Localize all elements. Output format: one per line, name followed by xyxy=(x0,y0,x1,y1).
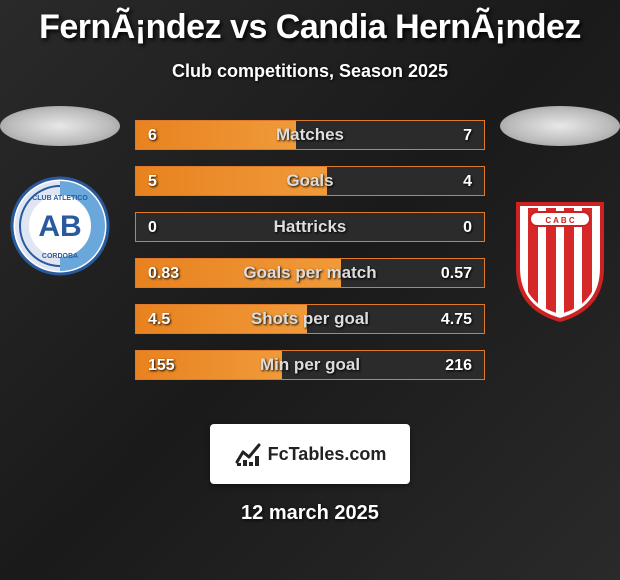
stat-value-left: 155 xyxy=(136,351,187,380)
stat-label: Min per goal xyxy=(260,355,360,375)
club-logo-left: AB CLUB ATLETICO CORDOBA xyxy=(10,176,110,276)
comparison-date: 12 march 2025 xyxy=(0,502,620,525)
stat-value-left: 6 xyxy=(136,121,169,150)
stat-row: 6 7 Matches xyxy=(135,120,485,150)
page-title: FernÃ¡ndez vs Candia HernÃ¡ndez xyxy=(0,8,620,47)
belgrano-logo-icon: AB CLUB ATLETICO CORDOBA xyxy=(10,176,110,276)
brand-text: FcTables.com xyxy=(268,444,387,465)
stat-value-left: 4.5 xyxy=(136,305,182,334)
stat-label: Hattricks xyxy=(274,217,347,237)
svg-text:CORDOBA: CORDOBA xyxy=(42,253,78,260)
player-right-column: C A B C xyxy=(500,106,620,324)
stat-row: 0.83 0.57 Goals per match xyxy=(135,258,485,288)
player-left-avatar xyxy=(0,106,120,146)
stat-value-right: 7 xyxy=(451,121,484,150)
player-right-avatar xyxy=(500,106,620,146)
comparison-card: FernÃ¡ndez vs Candia HernÃ¡ndez Club com… xyxy=(0,0,620,525)
fctables-logo-icon xyxy=(234,440,262,468)
stat-value-right: 0 xyxy=(451,213,484,242)
stat-row: 5 4 Goals xyxy=(135,166,485,196)
body-area: AB CLUB ATLETICO CORDOBA xyxy=(0,120,620,420)
stat-value-right: 216 xyxy=(433,351,484,380)
stat-row: 0 0 Hattricks xyxy=(135,212,485,242)
stat-label: Matches xyxy=(276,125,344,145)
svg-text:C A B C: C A B C xyxy=(545,216,574,225)
stat-label: Goals xyxy=(286,171,333,191)
stat-value-right: 0.57 xyxy=(429,259,484,288)
stat-label: Shots per goal xyxy=(251,309,369,329)
subtitle: Club competitions, Season 2025 xyxy=(0,61,620,82)
stat-value-left: 0.83 xyxy=(136,259,191,288)
stat-value-left: 0 xyxy=(136,213,169,242)
club-logo-right: C A B C xyxy=(510,198,610,324)
stat-value-left: 5 xyxy=(136,167,169,196)
svg-text:AB: AB xyxy=(38,210,81,243)
stat-row: 4.5 4.75 Shots per goal xyxy=(135,304,485,334)
player-left-column: AB CLUB ATLETICO CORDOBA xyxy=(0,106,120,276)
svg-text:CLUB ATLETICO: CLUB ATLETICO xyxy=(32,195,88,202)
stat-value-right: 4.75 xyxy=(429,305,484,334)
stat-value-right: 4 xyxy=(451,167,484,196)
barracas-logo-icon: C A B C xyxy=(510,198,610,324)
stats-table: 6 7 Matches 5 4 Goals 0 0 Hattricks 0.83 0.57 Goals… xyxy=(135,120,485,396)
brand-badge[interactable]: FcTables.com xyxy=(210,424,410,484)
stat-row: 155 216 Min per goal xyxy=(135,350,485,380)
stat-label: Goals per match xyxy=(243,263,376,283)
